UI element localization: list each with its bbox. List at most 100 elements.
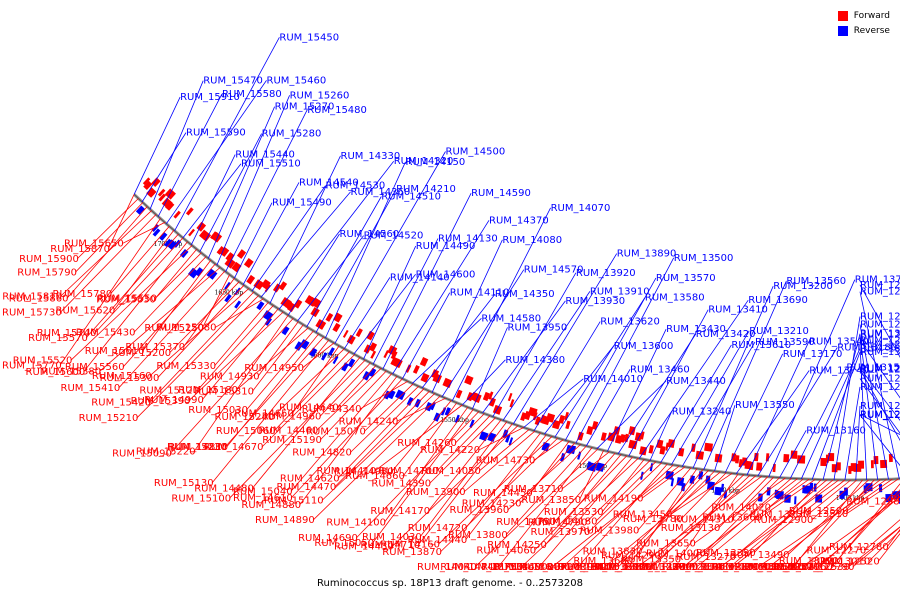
forward-gene-label: RUM_14410 (317, 466, 377, 477)
gene-glyph-forward (293, 299, 303, 309)
gene-glyph-reverse (332, 356, 339, 365)
forward-gene-connector (312, 395, 441, 521)
forward-gene-label: RUM_15130 (154, 478, 214, 489)
gene-glyph-forward (591, 420, 599, 430)
legend-swatch-forward (837, 10, 848, 21)
forward-gene-label: RUM_14430 (334, 542, 394, 553)
forward-gene-connector (122, 263, 216, 368)
gene-glyph-reverse (794, 496, 797, 505)
gene-glyph-forward (286, 302, 297, 313)
gene-glyph-reverse (714, 486, 722, 496)
gene-glyph-forward (216, 246, 225, 255)
reverse-gene-label: RUM_14530 (326, 181, 386, 192)
forward-gene-connector (614, 470, 709, 568)
reverse-gene-connector (844, 386, 861, 481)
forward-gene-label: RUM_12900 (754, 515, 814, 526)
reverse-gene-connector (790, 367, 847, 479)
forward-gene-label: RUM_15190 (262, 435, 322, 446)
forward-gene-label: RUM_13970 (531, 527, 591, 538)
forward-gene-connector (769, 478, 810, 508)
forward-gene-connector (60, 210, 152, 297)
gene-glyph-reverse (505, 434, 511, 443)
forward-gene-label: RUM_15050 (314, 538, 374, 549)
reverse-gene-connector (671, 330, 750, 465)
gene-glyph-reverse (341, 362, 349, 372)
reverse-gene-connector (596, 380, 667, 449)
reverse-gene-label: RUM_14210 (396, 184, 456, 195)
reverse-gene-label: RUM_13460 (630, 364, 690, 375)
forward-gene-label: RUM_15300 (100, 373, 160, 384)
forward-gene-connector (302, 342, 335, 369)
forward-gene-connector (428, 419, 502, 512)
reverse-gene-label: RUM_13120 (860, 329, 900, 340)
reverse-gene-label: RUM_15270 (275, 102, 335, 113)
reverse-gene-connector (724, 353, 784, 473)
gene-glyph-reverse (299, 339, 310, 350)
gene-glyph-forward (188, 228, 196, 237)
forward-gene-connector (349, 386, 419, 453)
forward-gene-connector (465, 432, 541, 529)
gene-glyph-forward (278, 281, 288, 291)
forward-gene-connector (463, 430, 536, 493)
reverse-gene-label: RUM_15590 (186, 128, 246, 139)
forward-gene-connector (290, 378, 403, 499)
forward-gene-connector (429, 417, 496, 484)
forward-gene-connector (877, 533, 900, 562)
forward-gene-connector (830, 489, 900, 568)
forward-gene-label: RUM_13710 (504, 484, 564, 495)
forward-gene-label: RUM_15560 (65, 362, 125, 373)
gene-glyph-forward (848, 465, 852, 474)
gene-glyph-forward (756, 462, 763, 471)
forward-gene-connector (787, 479, 869, 556)
reverse-gene-label: RUM_13260 (860, 347, 900, 358)
gene-glyph-reverse (569, 445, 577, 455)
forward-gene-label: RUM_14310 (674, 514, 734, 525)
forward-gene-label: RUM_13270 (676, 552, 736, 563)
reverse-gene-label: RUM_14010 (583, 374, 643, 385)
gene-glyph-forward (640, 431, 645, 440)
forward-gene-label: RUM_13640 (505, 562, 565, 573)
reverse-gene-label: RUM_14080 (502, 235, 562, 246)
forward-gene-label: RUM_15410 (61, 383, 121, 394)
gene-glyph-forward (143, 180, 153, 191)
forward-gene-label: RUM_12730 (700, 562, 760, 573)
forward-gene-connector (617, 470, 715, 568)
gene-glyph-forward (532, 411, 538, 421)
forward-gene-label: RUM_14020 (711, 503, 771, 514)
reverse-gene-label: RUM_13180 (837, 343, 897, 354)
forward-gene-label: RUM_13680 (573, 556, 633, 567)
forward-gene-label: RUM_15230 (167, 442, 227, 453)
forward-gene-connector (374, 404, 463, 472)
forward-gene-label: RUM_12990 (639, 562, 699, 573)
gene-glyph-forward (749, 461, 754, 471)
gene-glyph-forward (492, 404, 503, 415)
gene-glyph-forward (624, 433, 630, 443)
forward-gene-connector (604, 471, 721, 568)
gene-glyph-forward (565, 420, 571, 430)
forward-gene-label: RUM_14250 (487, 540, 547, 551)
forward-gene-label: RUM_12950 (711, 562, 771, 573)
forward-gene-label: RUM_15570 (28, 333, 88, 344)
forward-gene-label: RUM_15160 (92, 371, 152, 382)
forward-gene-connector (363, 383, 414, 432)
forward-gene-label: RUM_12960 (773, 562, 833, 573)
forward-gene-connector (402, 402, 458, 477)
reverse-gene-label: RUM_13740 (809, 366, 869, 377)
reverse-gene-connector (617, 333, 697, 455)
forward-gene-connector (864, 519, 900, 551)
forward-gene-label: RUM_12280 (890, 494, 900, 505)
forward-gene-label: RUM_14730 (476, 456, 536, 467)
reverse-gene-label: RUM_15440 (235, 150, 295, 161)
reverse-gene-label: RUM_13170 (783, 349, 843, 360)
reverse-gene-connector (190, 154, 236, 245)
gene-glyph-forward (628, 426, 636, 436)
reverse-gene-connector (575, 257, 675, 444)
reverse-gene-label: RUM_15470 (203, 76, 263, 87)
reverse-gene-connector (746, 341, 810, 476)
forward-gene-label: RUM_15240 (215, 412, 275, 423)
forward-gene-connector (649, 475, 757, 568)
gene-glyph-forward (738, 459, 743, 468)
reverse-gene-label: RUM_15490 (272, 198, 332, 209)
gene-glyph-forward (333, 312, 343, 323)
forward-gene-connector (224, 336, 324, 448)
